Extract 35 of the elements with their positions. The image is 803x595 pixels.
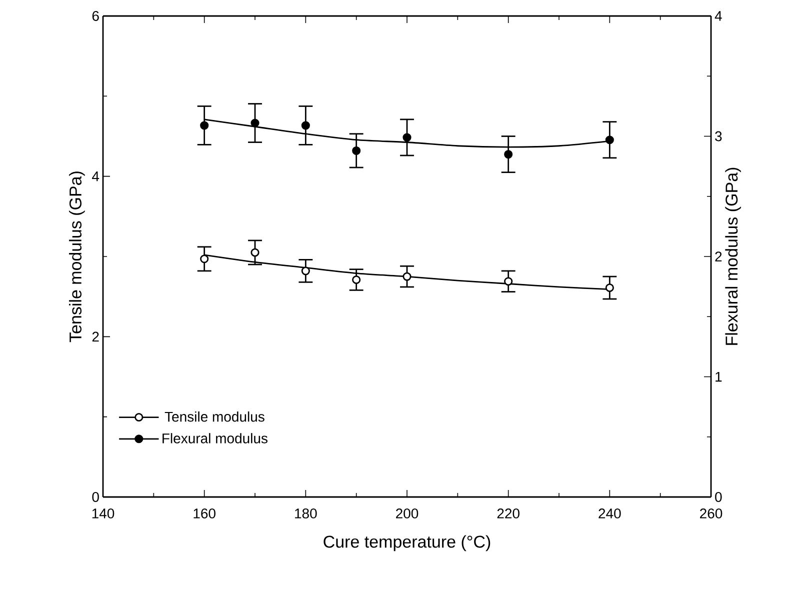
x-tick-label: 180 (295, 508, 317, 518)
legend-label: Flexural modulus (162, 433, 268, 444)
y2-axis-title: Flexural modulus (GPa) (725, 168, 741, 345)
point (605, 283, 614, 292)
x-tick-label: 240 (598, 508, 621, 518)
point (200, 121, 209, 130)
x-tick-label: 200 (396, 508, 418, 518)
y-tick-label: 6 (92, 11, 99, 21)
y2-tick-label: 1 (716, 372, 722, 382)
y2-tick-label: 3 (715, 131, 722, 142)
point (250, 248, 260, 257)
x-tick-label: 220 (497, 508, 520, 518)
x-tick-label: 160 (194, 508, 216, 518)
y2-tick-label: 0 (715, 492, 722, 502)
point (301, 121, 310, 130)
point (200, 254, 209, 264)
y-tick-label: 0 (92, 492, 99, 502)
y-tick-label: 4 (92, 172, 100, 182)
y2-tick-label: 2 (715, 252, 722, 262)
point (250, 118, 260, 128)
legend-label: Tensile modulus (164, 411, 264, 422)
y-tick-label: 2 (92, 332, 99, 342)
point (402, 133, 412, 142)
point (504, 277, 513, 286)
point (301, 266, 310, 276)
point (352, 146, 361, 155)
point (402, 272, 412, 281)
x-tick-label: 260 (700, 508, 722, 518)
x-tick-label: 140 (92, 508, 114, 518)
point (504, 150, 513, 159)
y2-tick-label: 4 (714, 11, 722, 21)
point (352, 275, 361, 284)
point (605, 136, 614, 144)
y-axis-title: Tensile modulus (GPa) (69, 172, 85, 342)
x-axis-title: Cure temperature (°C) (324, 535, 490, 552)
